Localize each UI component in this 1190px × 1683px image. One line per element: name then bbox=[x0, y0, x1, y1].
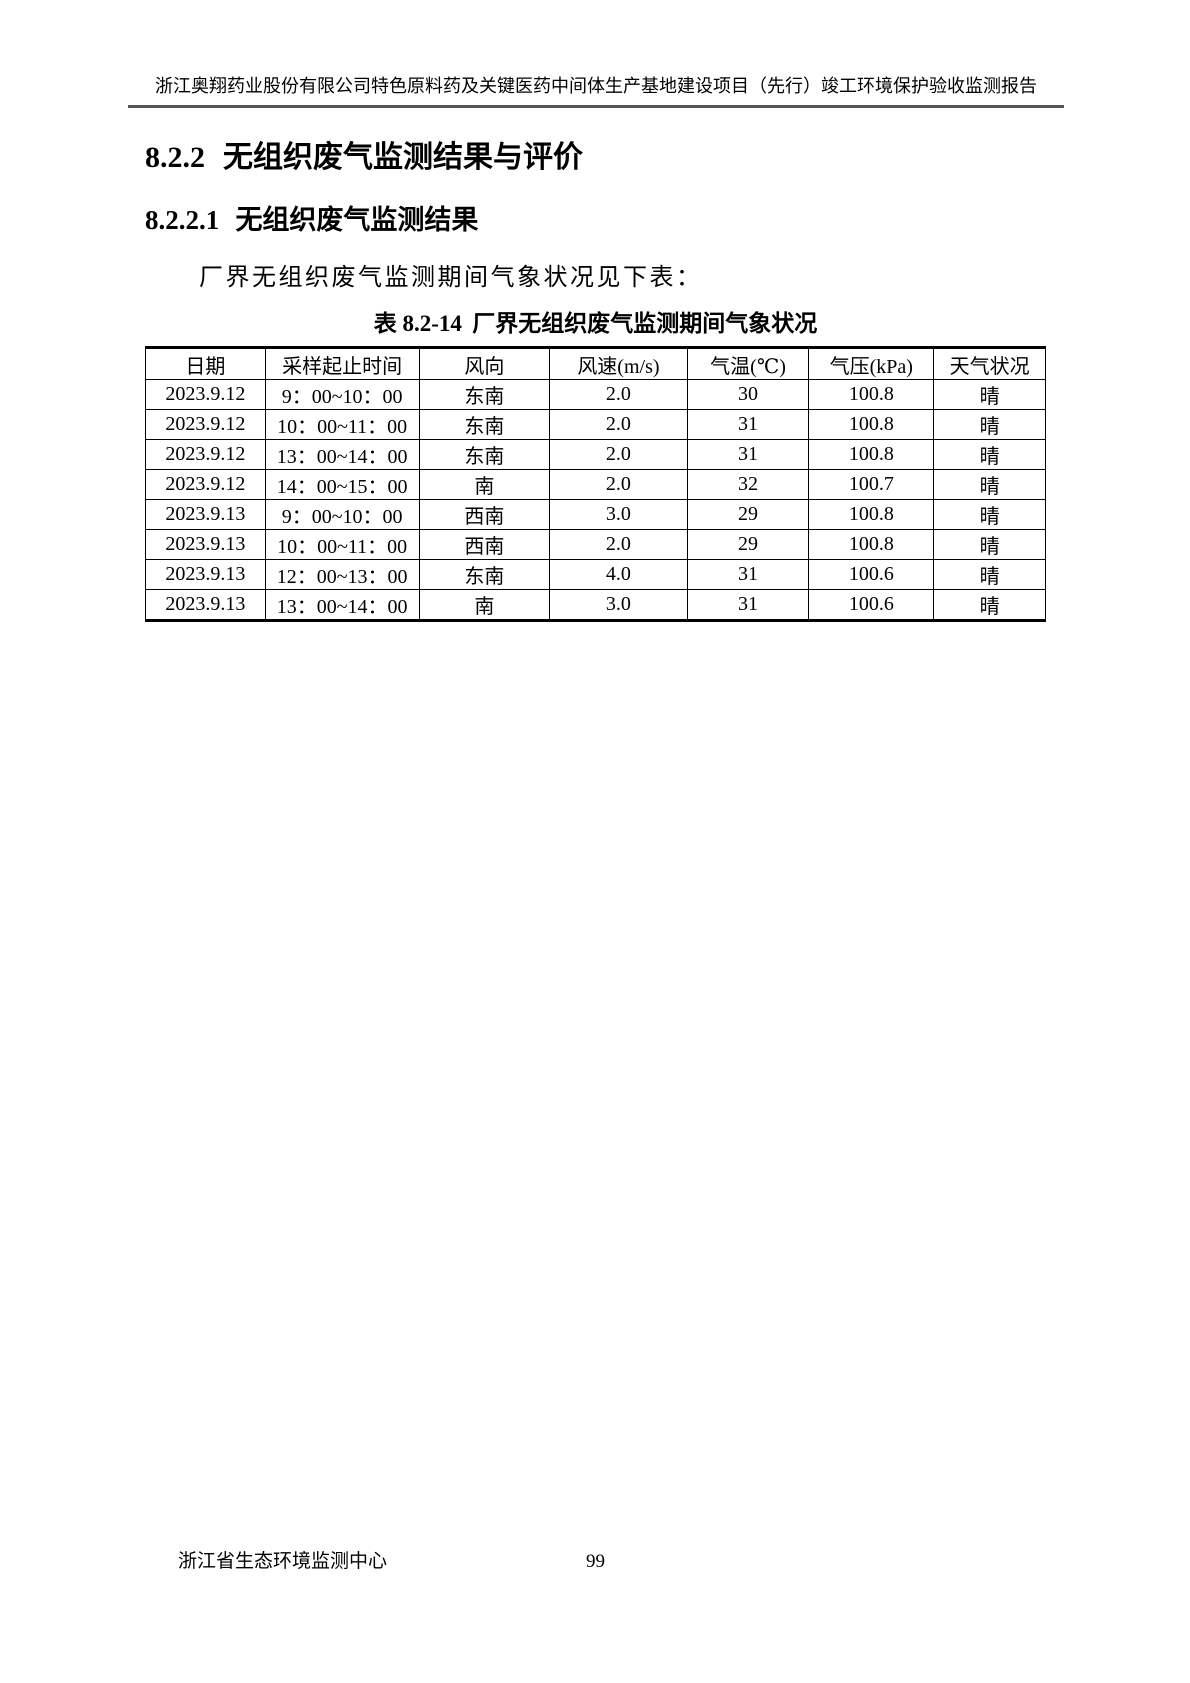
cell-date: 2023.9.13 bbox=[145, 589, 266, 622]
cell-sampling-time: 12：00~13：00 bbox=[264, 559, 420, 591]
section-number: 8.2.2.1 bbox=[145, 205, 220, 235]
cell-pressure: 100.8 bbox=[808, 379, 935, 411]
cell-wind-speed: 2.0 bbox=[549, 409, 688, 441]
page-footer: 浙江省生态环境监测中心 99 bbox=[145, 1551, 1046, 1574]
cell-temperature: 31 bbox=[686, 589, 810, 622]
footer-organization: 浙江省生态环境监测中心 bbox=[178, 1551, 388, 1572]
cell-date: 2023.9.12 bbox=[145, 439, 266, 471]
report-title: 浙江奥翔药业股份有限公司特色原料药及关键医药中间体生产基地建设项目（先行）竣工环… bbox=[155, 76, 1037, 96]
cell-temperature: 31 bbox=[686, 409, 810, 441]
table-row: 2023.9.13 12：00~13：00 东南 4.0 31 100.6 晴 bbox=[145, 559, 1046, 591]
cell-weather: 晴 bbox=[933, 499, 1046, 531]
cell-sampling-time: 10：00~11：00 bbox=[264, 409, 420, 441]
col-header-date: 日期 bbox=[145, 347, 266, 381]
cell-wind-speed: 2.0 bbox=[549, 439, 688, 471]
cell-wind-direction: 西南 bbox=[418, 499, 551, 531]
table-row: 2023.9.13 9：00~10：00 西南 3.0 29 100.8 晴 bbox=[145, 499, 1046, 531]
table-body: 2023.9.12 9：00~10：00 东南 2.0 30 100.8 晴 2… bbox=[145, 379, 1046, 622]
col-header-sampling-time: 采样起止时间 bbox=[264, 347, 420, 381]
cell-temperature: 29 bbox=[686, 499, 810, 531]
cell-sampling-time: 9：00~10：00 bbox=[264, 499, 420, 531]
cell-weather: 晴 bbox=[933, 559, 1046, 591]
cell-wind-direction: 南 bbox=[418, 589, 551, 622]
cell-date: 2023.9.13 bbox=[145, 499, 266, 531]
cell-wind-speed: 3.0 bbox=[549, 499, 688, 531]
cell-sampling-time: 10：00~11：00 bbox=[264, 529, 420, 561]
cell-wind-direction: 东南 bbox=[418, 379, 551, 411]
cell-weather: 晴 bbox=[933, 529, 1046, 561]
col-header-wind-direction: 风向 bbox=[418, 347, 551, 381]
cell-date: 2023.9.12 bbox=[145, 409, 266, 441]
section-title: 无组织废气监测结果与评价 bbox=[223, 141, 583, 174]
cell-date: 2023.9.13 bbox=[145, 559, 266, 591]
col-header-weather: 天气状况 bbox=[933, 347, 1046, 381]
col-header-temperature: 气温(℃) bbox=[686, 347, 810, 381]
cell-wind-speed: 2.0 bbox=[549, 529, 688, 561]
table-row: 2023.9.13 10：00~11：00 西南 2.0 29 100.8 晴 bbox=[145, 529, 1046, 561]
cell-pressure: 100.8 bbox=[808, 439, 935, 471]
cell-temperature: 31 bbox=[686, 439, 810, 471]
page-content: 8.2.2 无组织废气监测结果与评价 8.2.2.1 无组织废气监测结果 厂界无组织… bbox=[145, 138, 1046, 623]
cell-wind-speed: 4.0 bbox=[549, 559, 688, 591]
cell-weather: 晴 bbox=[933, 439, 1046, 471]
cell-pressure: 100.8 bbox=[808, 409, 935, 441]
weather-conditions-table: 日期 采样起止时间 风向 风速(m/s) 气温(℃) 气压(kPa) 天气状况 … bbox=[145, 346, 1046, 623]
cell-date: 2023.9.13 bbox=[145, 529, 266, 561]
cell-weather: 晴 bbox=[933, 469, 1046, 501]
cell-date: 2023.9.12 bbox=[145, 379, 266, 411]
cell-weather: 晴 bbox=[933, 589, 1046, 622]
cell-sampling-time: 13：00~14：00 bbox=[264, 439, 420, 471]
page-number: 99 bbox=[586, 1551, 605, 1572]
cell-temperature: 32 bbox=[686, 469, 810, 501]
cell-pressure: 100.8 bbox=[808, 499, 935, 531]
col-header-pressure: 气压(kPa) bbox=[808, 347, 935, 381]
table-row: 2023.9.12 9：00~10：00 东南 2.0 30 100.8 晴 bbox=[145, 379, 1046, 411]
cell-temperature: 30 bbox=[686, 379, 810, 411]
cell-wind-direction: 东南 bbox=[418, 559, 551, 591]
table-caption: 表 8.2-14 厂界无组织废气监测期间气象状况 bbox=[145, 310, 1046, 339]
section-heading-8221: 8.2.2.1 无组织废气监测结果 bbox=[145, 203, 1046, 238]
section-heading-822: 8.2.2 无组织废气监测结果与评价 bbox=[145, 138, 1046, 177]
cell-wind-speed: 3.0 bbox=[549, 589, 688, 622]
cell-sampling-time: 14：00~15：00 bbox=[264, 469, 420, 501]
table-header-row: 日期 采样起止时间 风向 风速(m/s) 气温(℃) 气压(kPa) 天气状况 bbox=[145, 347, 1046, 381]
cell-sampling-time: 13：00~14：00 bbox=[264, 589, 420, 622]
section-title: 无组织废气监测结果 bbox=[235, 205, 479, 235]
cell-wind-speed: 2.0 bbox=[549, 469, 688, 501]
cell-wind-speed: 2.0 bbox=[549, 379, 688, 411]
cell-wind-direction: 东南 bbox=[418, 409, 551, 441]
cell-wind-direction: 南 bbox=[418, 469, 551, 501]
cell-pressure: 100.7 bbox=[808, 469, 935, 501]
cell-pressure: 100.8 bbox=[808, 529, 935, 561]
cell-wind-direction: 西南 bbox=[418, 529, 551, 561]
running-header: 浙江奥翔药业股份有限公司特色原料药及关键医药中间体生产基地建设项目（先行）竣工环… bbox=[128, 76, 1064, 108]
cell-sampling-time: 9：00~10：00 bbox=[264, 379, 420, 411]
table-row: 2023.9.12 13：00~14：00 东南 2.0 31 100.8 晴 bbox=[145, 439, 1046, 471]
cell-temperature: 31 bbox=[686, 559, 810, 591]
table-row: 2023.9.13 13：00~14：00 南 3.0 31 100.6 晴 bbox=[145, 589, 1046, 622]
section-number: 8.2.2 bbox=[145, 141, 205, 174]
header-rule bbox=[128, 104, 1064, 108]
table-caption-text: 厂界无组织废气监测期间气象状况 bbox=[472, 311, 818, 337]
col-header-wind-speed: 风速(m/s) bbox=[549, 347, 688, 381]
table-caption-label: 表 8.2-14 bbox=[373, 311, 462, 337]
cell-pressure: 100.6 bbox=[808, 589, 935, 622]
cell-wind-direction: 东南 bbox=[418, 439, 551, 471]
intro-paragraph: 厂界无组织废气监测期间气象状况见下表： bbox=[199, 265, 703, 292]
cell-pressure: 100.6 bbox=[808, 559, 935, 591]
cell-weather: 晴 bbox=[933, 409, 1046, 441]
cell-date: 2023.9.12 bbox=[145, 469, 266, 501]
table-row: 2023.9.12 14：00~15：00 南 2.0 32 100.7 晴 bbox=[145, 469, 1046, 501]
cell-weather: 晴 bbox=[933, 379, 1046, 411]
table-row: 2023.9.12 10：00~11：00 东南 2.0 31 100.8 晴 bbox=[145, 409, 1046, 441]
cell-temperature: 29 bbox=[686, 529, 810, 561]
